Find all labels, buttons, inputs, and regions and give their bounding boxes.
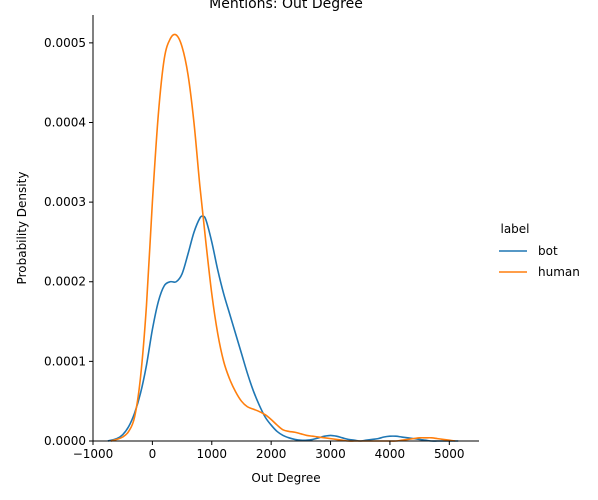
series-line-human xyxy=(110,33,456,442)
plot-area xyxy=(107,33,459,442)
y-tick-label: 0.0003 xyxy=(44,195,86,209)
x-tick-label: 2000 xyxy=(256,447,287,461)
y-tick-label: 0.0004 xyxy=(44,115,86,129)
x-axis-label: Out Degree xyxy=(251,471,320,485)
x-tick-label: 4000 xyxy=(375,447,406,461)
x-tick-label: 5000 xyxy=(434,447,465,461)
y-axis-ticks: 0.0000 0.0001 0.0002 0.0003 0.0004 0.0005 xyxy=(44,36,93,448)
x-tick-label: 0 xyxy=(149,447,157,461)
x-axis-ticks: −1000 0 1000 2000 3000 4000 5000 xyxy=(73,441,465,461)
y-tick-label: 0.0000 xyxy=(44,434,86,448)
x-tick-label: 1000 xyxy=(196,447,227,461)
legend-title: label xyxy=(500,222,529,236)
y-axis-label: Probability Density xyxy=(15,172,29,285)
legend-label-human: human xyxy=(538,265,580,279)
legend: label bot human xyxy=(499,222,580,279)
legend-label-bot: bot xyxy=(538,244,558,258)
y-tick-label: 0.0001 xyxy=(44,354,86,368)
x-tick-label: −1000 xyxy=(73,447,114,461)
chart-title: Mentions: Out Degree xyxy=(209,0,363,12)
y-tick-label: 0.0005 xyxy=(44,36,86,50)
series-line-bot xyxy=(107,215,459,442)
x-tick-label: 3000 xyxy=(315,447,346,461)
y-tick-label: 0.0002 xyxy=(44,275,86,289)
